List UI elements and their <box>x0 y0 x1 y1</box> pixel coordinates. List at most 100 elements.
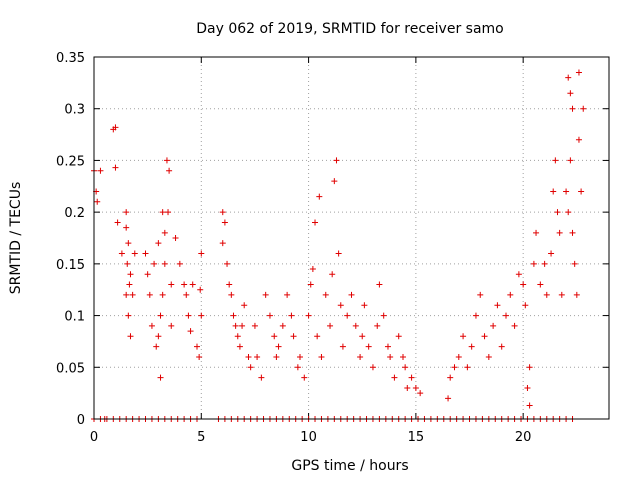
y-axis-label: SRMTID / TECUs <box>8 182 24 295</box>
data-point <box>374 322 381 329</box>
data-point <box>331 178 338 185</box>
data-point <box>408 374 415 381</box>
data-point <box>301 374 308 381</box>
data-point <box>526 402 533 409</box>
data-point <box>335 250 342 257</box>
data-point <box>384 343 391 350</box>
data-point <box>307 281 314 288</box>
data-point <box>567 90 574 97</box>
data-point <box>571 260 578 267</box>
data-point <box>124 260 131 267</box>
data-point <box>522 302 529 309</box>
data-point <box>197 286 204 293</box>
y-tick-label: 0.3 <box>64 103 85 118</box>
data-point <box>236 343 243 350</box>
data-point <box>507 291 514 298</box>
data-point <box>417 390 424 397</box>
chart-title: Day 062 of 2019, SRMTID for receiver sam… <box>196 21 504 37</box>
data-point <box>232 322 239 329</box>
data-point <box>412 384 419 391</box>
data-point <box>219 209 226 216</box>
data-point <box>404 384 411 391</box>
data-point <box>129 291 136 298</box>
data-point <box>161 260 168 267</box>
data-point <box>168 322 175 329</box>
data-point <box>198 312 205 319</box>
y-tick-label: 0 <box>77 413 85 428</box>
x-tick-label: 20 <box>515 430 532 445</box>
plot-frame <box>93 56 610 420</box>
data-point <box>400 353 406 360</box>
data-point <box>284 291 291 298</box>
x-tick-label: 10 <box>300 430 317 445</box>
data-point <box>573 291 580 298</box>
data-point <box>126 281 133 288</box>
data-point <box>558 291 565 298</box>
data-point <box>142 250 149 257</box>
data-point <box>163 157 170 164</box>
data-point <box>494 302 501 309</box>
data-point <box>552 157 559 164</box>
data-point <box>228 291 235 298</box>
data-point <box>165 209 172 216</box>
data-point <box>316 193 323 200</box>
data-point <box>575 136 582 143</box>
data-point <box>127 271 134 278</box>
data-point <box>239 322 246 329</box>
data-point <box>181 281 188 288</box>
data-point <box>327 322 334 329</box>
data-point <box>578 188 585 195</box>
data-point <box>161 229 168 236</box>
data-point <box>198 250 205 257</box>
data-point <box>352 322 359 329</box>
data-point <box>309 266 316 273</box>
data-point <box>464 364 471 371</box>
data-point <box>537 281 544 288</box>
data-point <box>530 260 537 267</box>
data-point <box>226 281 233 288</box>
data-point <box>503 312 509 319</box>
data-point <box>290 333 297 340</box>
data-point <box>472 312 479 319</box>
data-point <box>543 291 550 298</box>
data-point <box>490 322 497 329</box>
data-point <box>144 271 151 278</box>
data-point <box>565 74 572 81</box>
y-tick-label: 0.35 <box>56 51 85 66</box>
data-point <box>112 124 119 131</box>
data-point <box>550 188 557 195</box>
data-point <box>221 219 228 226</box>
grid <box>94 57 609 419</box>
data-point <box>185 312 192 319</box>
data-point <box>187 328 194 335</box>
data-point <box>275 343 282 350</box>
x-tick-label: 15 <box>408 430 425 445</box>
data-point <box>369 364 376 371</box>
data-point <box>481 333 488 340</box>
data-point <box>196 353 203 360</box>
data-point <box>402 364 409 371</box>
data-point <box>361 302 368 309</box>
data-point <box>114 219 121 226</box>
data-point <box>155 333 162 340</box>
data-point <box>123 209 130 216</box>
data-point <box>359 333 366 340</box>
data-point <box>447 374 454 381</box>
data-point <box>230 312 237 319</box>
data-point <box>123 291 130 298</box>
data-point <box>262 291 269 298</box>
data-point <box>395 333 402 340</box>
data-point <box>339 343 346 350</box>
data-point <box>556 229 563 236</box>
data-point <box>344 312 351 319</box>
data-point <box>127 333 134 340</box>
data-point <box>580 105 587 112</box>
data-point <box>273 353 280 360</box>
data-point <box>247 364 254 371</box>
data-point <box>146 291 153 298</box>
data-point <box>266 312 273 319</box>
data-point <box>329 271 336 278</box>
x-tick-label: 0 <box>90 430 98 445</box>
data-point <box>183 291 190 298</box>
